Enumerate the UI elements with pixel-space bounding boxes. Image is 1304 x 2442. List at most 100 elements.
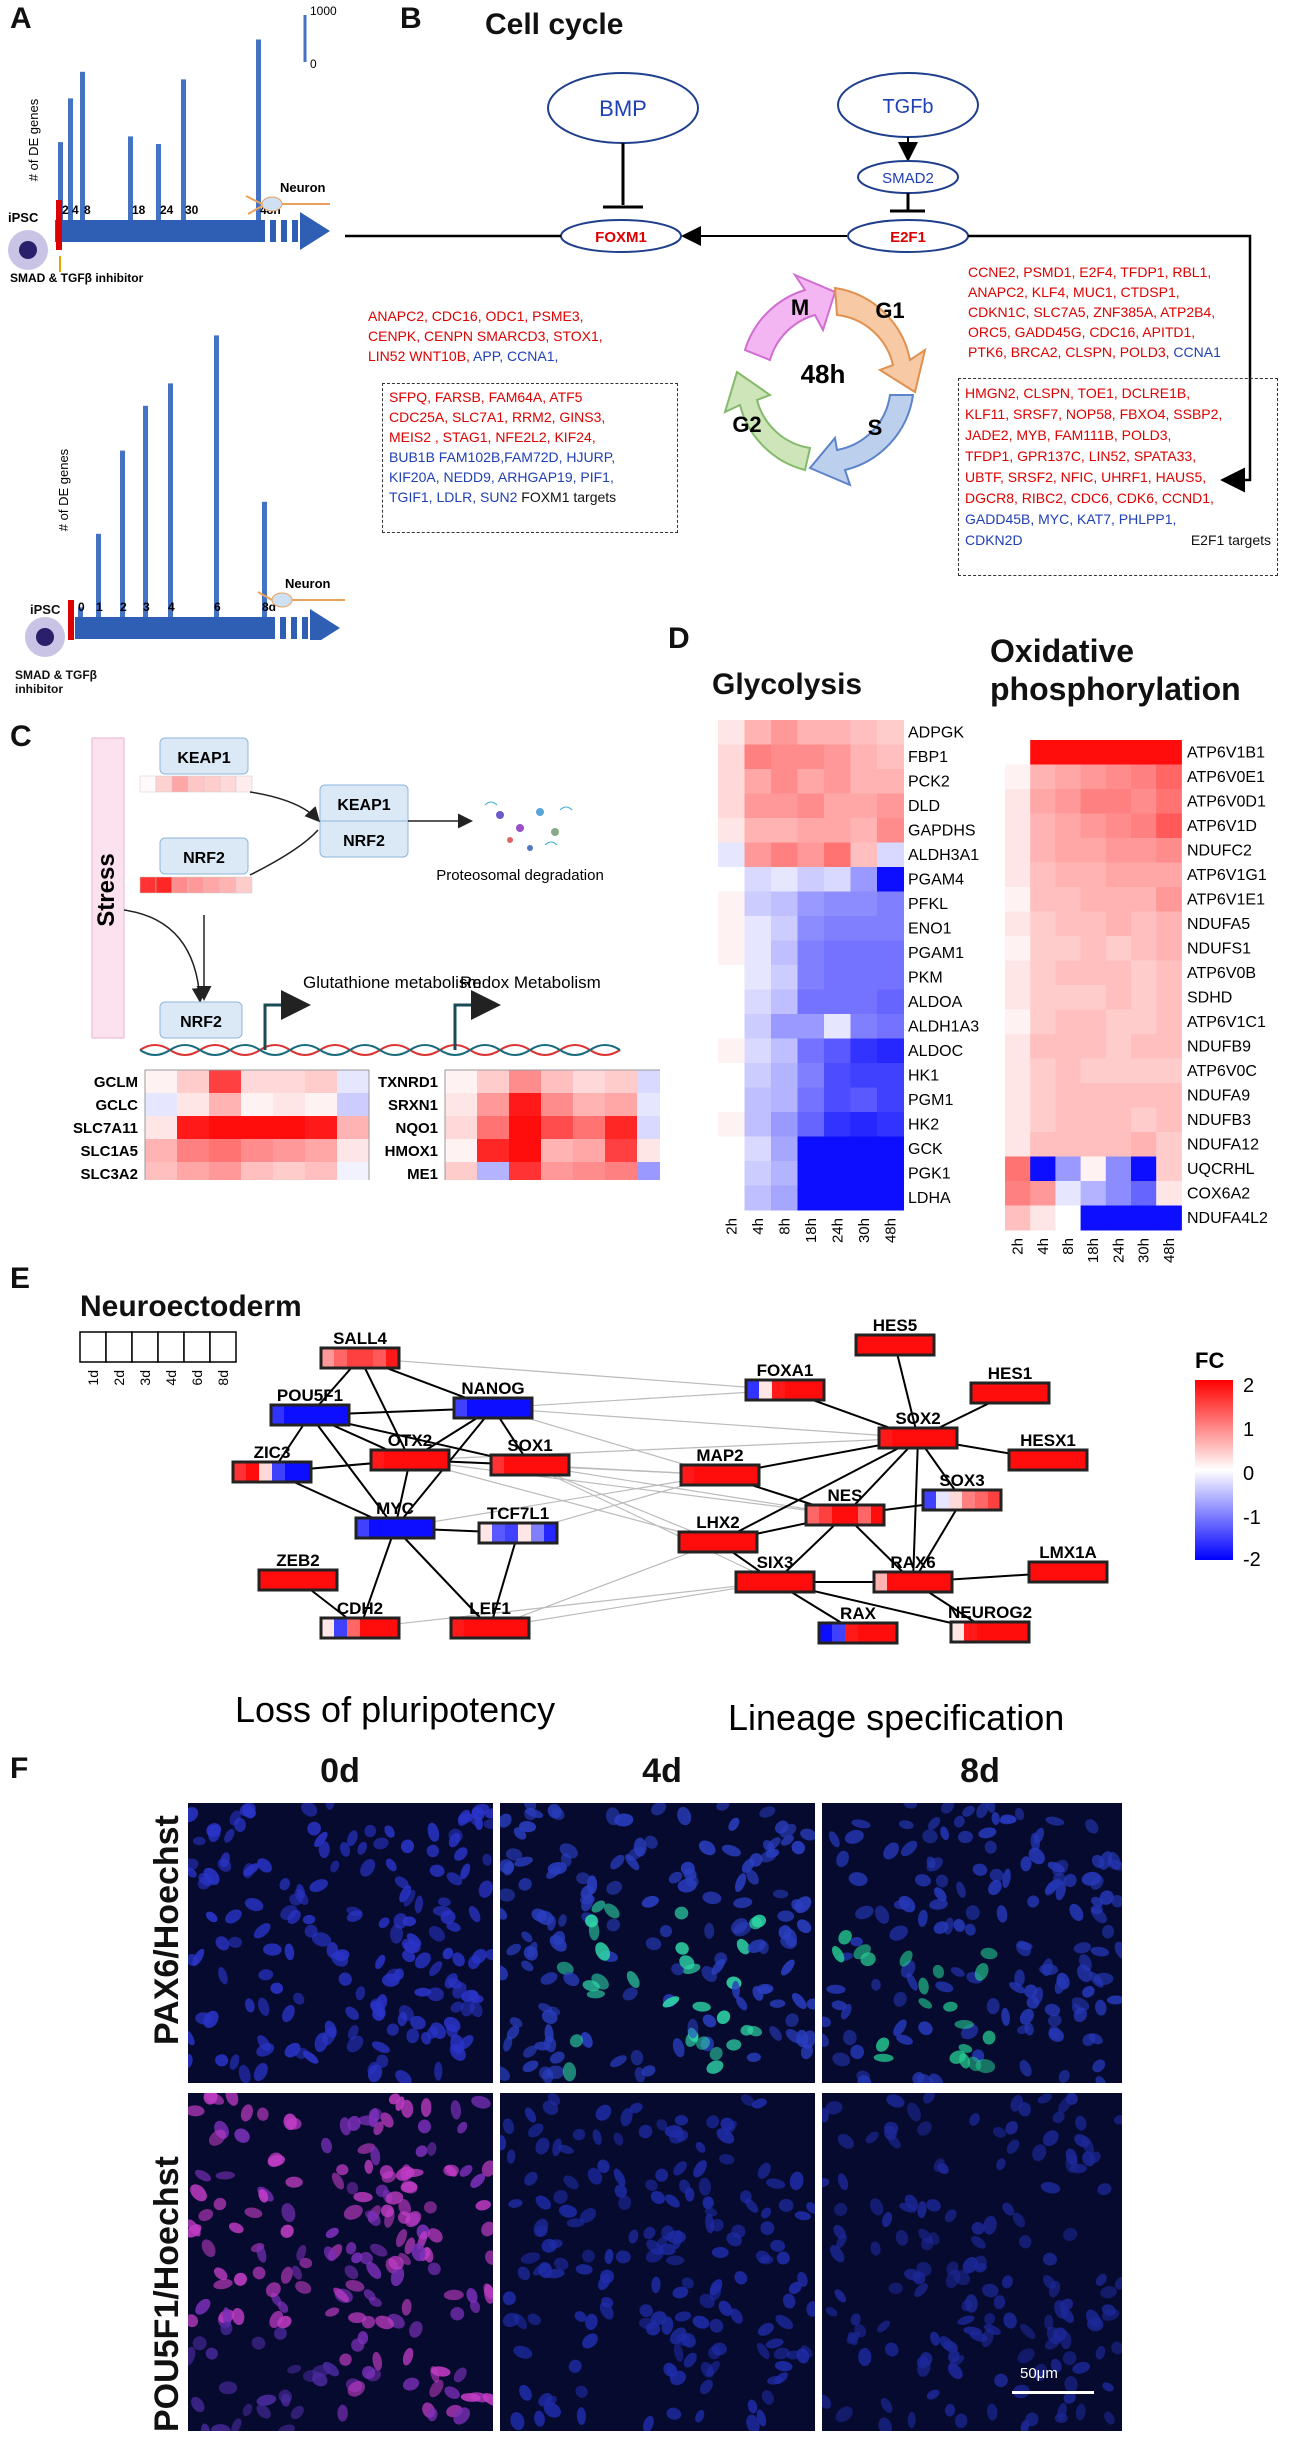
c-keap1-strip-cell	[187, 775, 205, 793]
e-node-frame	[817, 1621, 899, 1645]
f-nucleus	[345, 2279, 365, 2292]
f-nucleus	[364, 2210, 379, 2221]
f-nucleus	[1095, 1999, 1107, 2016]
f-nucleus	[1082, 2151, 1096, 2167]
f-nucleus	[326, 1942, 339, 1959]
d-heat-cell	[771, 793, 798, 819]
a-bottom-ylabel: # of DE genes	[56, 448, 71, 531]
f-nucleus	[829, 2245, 845, 2263]
d-heat-cell	[1030, 838, 1056, 863]
f-nucleus	[1006, 2139, 1020, 2154]
e-node-cell	[285, 1570, 299, 1590]
f-nucleus	[1071, 2003, 1082, 2015]
d-heat-cell	[797, 940, 825, 966]
f-nucleus	[281, 2203, 296, 2223]
f-nucleus	[1113, 2115, 1122, 2125]
f-nucleus	[220, 2321, 233, 2336]
f-nucleus	[644, 1835, 658, 1849]
f-nucleus	[514, 1856, 533, 1867]
f-nucleus	[429, 2379, 444, 2398]
f-nucleus	[899, 2202, 917, 2213]
f-nucleus	[506, 2149, 516, 2164]
d-heat-cell	[1055, 1009, 1082, 1035]
f-nucleus	[797, 2271, 808, 2287]
f-nucleus	[355, 1986, 366, 2001]
f-nucleus	[850, 1936, 863, 1947]
d-heat-cell	[824, 720, 851, 745]
d-heat-cell	[850, 867, 878, 892]
e-node-cell	[788, 1572, 802, 1592]
f-nucleus	[367, 2064, 383, 2083]
f-nucleus	[1020, 2419, 1030, 2431]
d-heat-cell	[797, 1038, 825, 1064]
f-nucleus	[563, 2175, 579, 2190]
b-tgfb-label: TGFb	[882, 96, 933, 118]
f-nucleus	[559, 1843, 578, 1859]
d-gene-label: ALDH1A3	[908, 1019, 979, 1036]
f-nucleus	[1075, 2115, 1087, 2131]
f-nucleus	[656, 2236, 668, 2249]
c-heat-cell	[145, 1139, 177, 1162]
c-heat-cell	[637, 1162, 660, 1180]
d-heat-cell	[877, 965, 904, 990]
e-node-cell	[736, 1572, 750, 1592]
f-nucleus	[740, 2024, 754, 2036]
f-nucleus	[692, 2001, 711, 2012]
f-nucleus	[188, 2346, 196, 2366]
f-nucleus	[427, 2228, 443, 2243]
f-nucleus	[215, 2054, 229, 2067]
f-nucleus	[1090, 1946, 1110, 1957]
f-nucleus	[203, 2010, 219, 2029]
c-degradation-label: Proteosomal degradation	[436, 867, 604, 884]
b-e2f1-gene-line: CDKN1C, SLC7A5, ZNF385A, ATP2B4,	[968, 304, 1216, 320]
f-nucleus	[552, 2138, 562, 2157]
f-nucleus	[926, 2199, 941, 2212]
e-edge-cross	[529, 1464, 719, 1543]
f-nucleus	[384, 2208, 395, 2228]
e-node: NEUROG2	[948, 1603, 1032, 1644]
e-node-cell	[749, 1572, 763, 1592]
f-nucleus	[597, 2159, 610, 2174]
f-nucleus	[229, 1810, 241, 1826]
f-nucleus	[983, 2215, 997, 2235]
f-nucleus	[390, 2266, 405, 2287]
e-node-frame	[489, 1453, 571, 1477]
d-heat-cell	[744, 744, 772, 770]
c-gene-label: SLC1A5	[80, 1143, 138, 1160]
e-key-label: 1d	[85, 1370, 101, 1386]
c-heat-cell	[305, 1070, 337, 1093]
f-nucleus	[718, 2300, 733, 2317]
d-time-label: 2h	[723, 1218, 740, 1235]
b-foxm1-targets-arrow	[345, 234, 561, 238]
e-node-cell	[785, 1380, 799, 1400]
e-left-caption: Loss of pluripotency	[235, 1689, 555, 1730]
f-nucleus	[1058, 2096, 1072, 2114]
e-node-label: RAX6	[890, 1553, 935, 1572]
f-nucleus	[1090, 1875, 1104, 1890]
c-heat-cell	[605, 1093, 637, 1116]
d-heat-cell	[1105, 1058, 1132, 1084]
c-heat-cell	[541, 1116, 573, 1139]
b-foxm1-gene-line: CENPK, CENPN SMARCD3, STOX1,	[368, 328, 603, 344]
e-node-cell	[531, 1523, 545, 1543]
f-nucleus	[1082, 1985, 1095, 1998]
f-nucleus	[358, 2115, 378, 2126]
d-heat-cell	[877, 1161, 904, 1186]
f-nucleus	[398, 2198, 412, 2216]
e-node-label: NES	[828, 1486, 863, 1505]
e-node-cell	[984, 1383, 998, 1403]
c-right-heatmap: TXNRD1SRXN1NQO1HMOX1ME12h4h8h18h24h30h48…	[378, 1069, 660, 1180]
panel-a-svg: # of DE genes 1000 0 24818243048h iPSC S…	[8, 4, 345, 640]
d-heat-cell	[1005, 1083, 1031, 1108]
f-nucleus	[347, 1830, 358, 1847]
f-nucleus	[534, 2410, 545, 2427]
f-nucleus	[895, 2229, 909, 2246]
f-nucleus	[375, 2315, 394, 2330]
f-nucleus	[232, 2307, 245, 2325]
f-nucleus	[527, 2313, 541, 2326]
d-heat-cell	[1105, 911, 1132, 937]
f-nucleus	[774, 2361, 793, 2372]
d-heat-cell	[744, 940, 772, 966]
b-e2f1-targets-arrow	[968, 234, 1252, 493]
f-nucleus	[321, 2137, 332, 2154]
